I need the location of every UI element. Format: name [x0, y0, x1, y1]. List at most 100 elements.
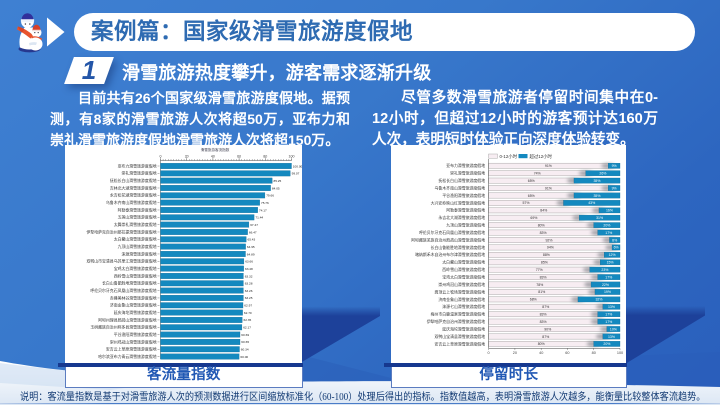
svg-text:87%: 87% [542, 305, 549, 309]
svg-text:84.05: 84.05 [272, 186, 280, 190]
svg-text:83%: 83% [540, 275, 547, 279]
svg-text:60.00: 60.00 [240, 354, 248, 358]
svg-text:85%: 85% [541, 260, 548, 264]
svg-text:超过12小时: 超过12小时 [530, 152, 553, 159]
svg-text:63.28: 63.28 [245, 281, 253, 285]
svg-text:16%: 16% [606, 208, 613, 212]
svg-text:90%: 90% [544, 327, 551, 331]
svg-text:60: 60 [565, 350, 569, 354]
svg-text:8%: 8% [612, 238, 617, 242]
svg-text:太舞崇礼滑雪旅游度假地: 太舞崇礼滑雪旅游度假地 [114, 222, 157, 227]
svg-text:60: 60 [237, 154, 241, 158]
svg-text:79.66: 79.66 [266, 193, 274, 197]
svg-text:乌鲁木齐南山滑雪旅游度假地: 乌鲁木齐南山滑雪旅游度假地 [435, 185, 486, 190]
svg-text:伊犁哈萨克自治州滑雪旅游度假地: 伊犁哈萨克自治州滑雪旅游度假地 [427, 319, 485, 324]
svg-text:80: 80 [263, 154, 267, 158]
svg-text:亚布力滑雪旅游度假地: 亚布力滑雪旅游度假地 [118, 163, 157, 168]
svg-text:35%: 35% [593, 178, 600, 182]
svg-text:亚布力滑雪旅游度假地: 亚布力滑雪旅游度假地 [446, 163, 485, 168]
svg-text:西岭雪山滑雪旅游度假地: 西岭雪山滑雪旅游度假地 [114, 273, 157, 278]
svg-text:九顶山滑雪旅游度假地: 九顶山滑雪旅游度假地 [446, 222, 485, 227]
svg-text:永吉北大湖滑雪旅游度假地: 永吉北大湖滑雪旅游度假地 [438, 215, 485, 220]
svg-text:6%: 6% [614, 245, 619, 249]
svg-text:81%: 81% [538, 290, 545, 294]
svg-text:63.48: 63.48 [245, 266, 253, 270]
svg-text:69%: 69% [530, 216, 537, 220]
svg-text:63.25: 63.25 [245, 296, 253, 300]
svg-text:9%: 9% [612, 164, 617, 168]
svg-text:62.17: 62.17 [243, 325, 251, 329]
svg-text:19%: 19% [604, 290, 611, 294]
svg-text:92%: 92% [545, 238, 552, 242]
svg-text:哈尔滨亚布力青云滑雪旅游度假地: 哈尔滨亚布力青云滑雪旅游度假地 [98, 353, 156, 358]
svg-text:63.66: 63.66 [245, 259, 253, 263]
svg-text:阿坝藏族羌族自治州鹧鸪山滑雪旅游度假地: 阿坝藏族羌族自治州鹧鸪山滑雪旅游度假地 [411, 237, 485, 242]
svg-text:80: 80 [592, 350, 596, 354]
svg-text:呼伦贝尔牙克石凤凰山滑雪旅游度假地: 呼伦贝尔牙克石凤凰山滑雪旅游度假地 [419, 229, 485, 234]
svg-text:20: 20 [513, 350, 517, 354]
svg-text:40: 40 [539, 350, 543, 354]
svg-text:17%: 17% [605, 319, 612, 323]
svg-text:65%: 65% [528, 193, 535, 197]
svg-text:济南金象山滑雪旅游度假地: 济南金象山滑雪旅游度假地 [110, 302, 157, 307]
svg-text:乌鲁木齐南山滑雪旅游度假地: 乌鲁木齐南山滑雪旅游度假地 [106, 200, 157, 205]
svg-text:75.76: 75.76 [261, 200, 269, 204]
svg-text:17%: 17% [605, 275, 612, 279]
svg-text:32%: 32% [595, 297, 602, 301]
svg-text:梅州市白鹿温泉滑雪旅游度假地: 梅州市白鹿温泉滑雪旅游度假地 [431, 311, 486, 316]
svg-text:100: 100 [617, 350, 623, 354]
svg-text:延庆海坨滑雪旅游度假地: 延庆海坨滑雪旅游度假地 [442, 326, 485, 331]
svg-text:71.44: 71.44 [255, 215, 263, 219]
svg-text:涞源七山滑雪旅游度假地: 涞源七山滑雪旅游度假地 [442, 304, 485, 309]
svg-text:0: 0 [160, 154, 162, 158]
svg-text:崇礼滑雪旅游度假地: 崇礼滑雪旅游度假地 [121, 170, 156, 175]
svg-text:喀纳斯禾木自治州布尔津滑雪旅游度假地: 喀纳斯禾木自治州布尔津滑雪旅游度假地 [415, 252, 485, 257]
svg-text:91%: 91% [545, 164, 552, 168]
svg-text:延庆海坨滑雪旅游度假地: 延庆海坨滑雪旅游度假地 [114, 310, 157, 315]
svg-text:91%: 91% [545, 186, 552, 190]
svg-text:崇州鸡冠山滑雪旅游度假地: 崇州鸡冠山滑雪旅游度假地 [438, 281, 485, 286]
svg-text:平谷渔阳滑雪旅游度假地: 平谷渔阳滑雪旅游度假地 [442, 192, 485, 197]
svg-text:26%: 26% [599, 171, 606, 175]
svg-text:长白山鲁能胜地滑雪旅游度假地: 长白山鲁能胜地滑雪旅游度假地 [431, 244, 486, 249]
svg-text:60.69: 60.69 [241, 332, 249, 336]
svg-text:安吉云上草原滑雪旅游度假地: 安吉云上草原滑雪旅游度假地 [435, 341, 486, 346]
svg-text:63.26: 63.26 [245, 288, 253, 292]
svg-text:62.70: 62.70 [244, 310, 252, 314]
svg-text:滑雪旅游客流指数: 滑雪旅游客流指数 [201, 147, 230, 152]
svg-text:抚松长白山滑雪旅游度假地: 抚松长白山滑雪旅游度假地 [110, 178, 157, 183]
svg-text:43%: 43% [588, 201, 595, 205]
svg-text:100.00: 100.00 [293, 164, 302, 168]
svg-text:67.47: 67.47 [250, 222, 258, 226]
svg-text:88%: 88% [543, 253, 550, 257]
svg-text:17%: 17% [605, 230, 612, 234]
svg-text:宝鸡太白滑雪旅游度假地: 宝鸡太白滑雪旅游度假地 [114, 266, 157, 271]
svg-text:太白鳌山滑雪旅游度假地: 太白鳌山滑雪旅游度假地 [442, 259, 485, 264]
svg-text:83%: 83% [540, 319, 547, 323]
svg-text:嵩顶云上牧场滑雪旅游度假地: 嵩顶云上牧场滑雪旅游度假地 [435, 289, 486, 294]
svg-text:85.25: 85.25 [274, 178, 282, 182]
svg-text:60.34: 60.34 [241, 347, 249, 351]
svg-text:吉林北大湖滑雪旅游度假地: 吉林北大湖滑雪旅游度假地 [110, 185, 157, 190]
svg-text:68%: 68% [530, 297, 537, 301]
svg-text:23%: 23% [601, 267, 608, 271]
svg-text:伊犁哈萨克自治州那拉提滑雪旅游度假地: 伊犁哈萨克自治州那拉提滑雪旅游度假地 [86, 229, 156, 234]
svg-text:双鸭山宝清县滑雪旅游度假地: 双鸭山宝清县滑雪旅游度假地 [435, 333, 486, 338]
svg-text:62.97: 62.97 [244, 303, 252, 307]
svg-text:五莲山滑雪旅游度假地: 五莲山滑雪旅游度假地 [118, 214, 157, 219]
svg-text:13%: 13% [608, 334, 615, 338]
svg-text:80%: 80% [538, 342, 545, 346]
svg-text:安吉云上草原滑雪旅游度假地: 安吉云上草原滑雪旅游度假地 [106, 346, 157, 351]
svg-text:60.65: 60.65 [241, 340, 249, 344]
svg-text:长白山鲁能胜地滑雪旅游度假地: 长白山鲁能胜地滑雪旅游度假地 [102, 280, 157, 285]
svg-text:双鸭山市宝清县乌苏里江滑雪旅游度假地: 双鸭山市宝清县乌苏里江滑雪旅游度假地 [86, 258, 156, 263]
svg-text:84%: 84% [540, 208, 547, 212]
svg-text:抚松长白山滑雪旅游度假地: 抚松长白山滑雪旅游度假地 [438, 178, 485, 183]
svg-text:74.17: 74.17 [259, 208, 267, 212]
svg-text:阿坝州理县鹧鸪山滑雪旅游度假地: 阿坝州理县鹧鸪山滑雪旅游度假地 [98, 317, 156, 322]
svg-text:77%: 77% [536, 267, 543, 271]
svg-text:12%: 12% [609, 253, 616, 257]
svg-text:玉树藏族自治州称多县滑雪旅游度假地: 玉树藏族自治州称多县滑雪旅游度假地 [90, 324, 156, 329]
svg-text:永吉松花湖滑雪旅游度假地: 永吉松花湖滑雪旅游度假地 [110, 192, 157, 197]
svg-text:赤峰美林谷滑雪旅游度假地: 赤峰美林谷滑雪旅游度假地 [110, 295, 157, 300]
